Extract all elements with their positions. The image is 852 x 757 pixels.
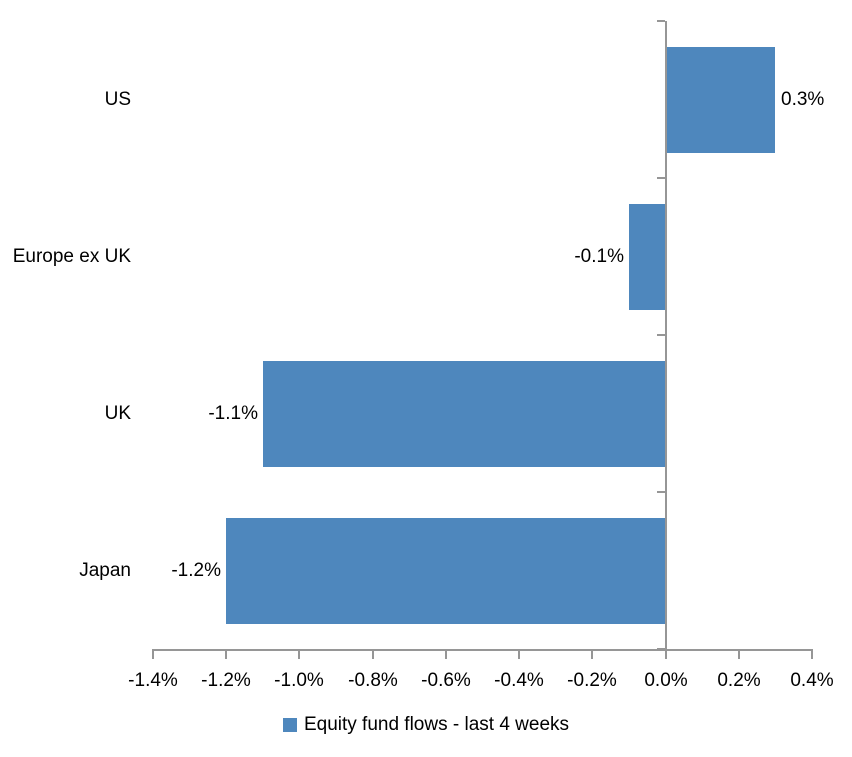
- category-axis-tick: [657, 334, 665, 336]
- legend: Equity fund flows - last 4 weeks: [0, 714, 852, 736]
- legend-swatch-icon: [282, 718, 297, 732]
- category-label: Japan: [79, 560, 131, 581]
- x-tick-label: 0.4%: [790, 670, 834, 691]
- bar-uk: [263, 361, 665, 467]
- x-tick-label: -1.2%: [201, 670, 251, 691]
- x-axis-tick: [152, 649, 154, 659]
- category-label: Europe ex UK: [12, 246, 131, 267]
- category-label: US: [104, 89, 131, 110]
- x-axis-tick: [225, 649, 227, 659]
- category-axis-tick: [657, 177, 665, 179]
- x-tick-label: 0.0%: [644, 670, 688, 691]
- category-axis-tick: [657, 20, 665, 22]
- bar-us: [667, 47, 775, 153]
- x-tick-label: -0.4%: [494, 670, 544, 691]
- x-tick-label: -0.8%: [348, 670, 398, 691]
- zero-axis-line: [665, 21, 667, 659]
- x-tick-label: -1.4%: [128, 670, 178, 691]
- category-axis-tick: [657, 491, 665, 493]
- data-label: -0.1%: [574, 246, 624, 267]
- x-axis-tick: [298, 649, 300, 659]
- data-label: 0.3%: [781, 89, 825, 110]
- x-axis-tick: [811, 649, 813, 659]
- data-label: -1.2%: [171, 560, 221, 581]
- legend-label: Equity fund flows - last 4 weeks: [303, 714, 570, 735]
- bar-japan: [226, 518, 665, 624]
- x-axis-tick: [591, 649, 593, 659]
- bar-europe-ex-uk: [629, 204, 665, 310]
- x-tick-label: 0.2%: [717, 670, 761, 691]
- x-axis-tick: [665, 649, 667, 659]
- x-axis-tick: [445, 649, 447, 659]
- x-tick-label: -0.6%: [421, 670, 471, 691]
- x-axis-tick: [518, 649, 520, 659]
- x-axis-tick: [738, 649, 740, 659]
- x-axis-tick: [372, 649, 374, 659]
- x-tick-label: -0.2%: [567, 670, 617, 691]
- x-axis-line: [153, 649, 812, 651]
- x-tick-label: -1.0%: [274, 670, 324, 691]
- category-label: UK: [104, 403, 131, 424]
- data-label: -1.1%: [208, 403, 258, 424]
